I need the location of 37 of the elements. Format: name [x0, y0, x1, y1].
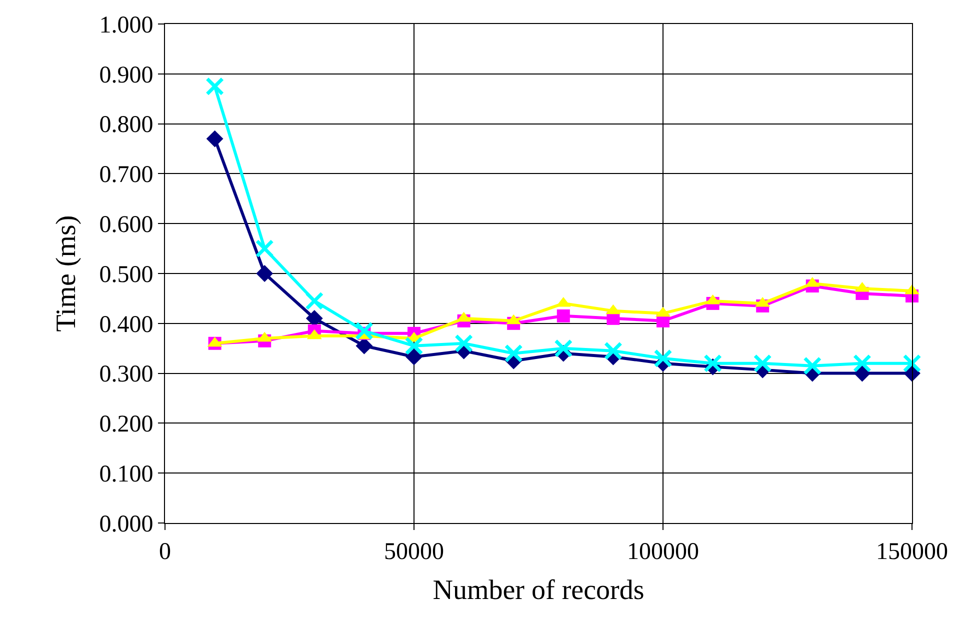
- x-axis-title: Number of records: [432, 574, 644, 606]
- x-tick-label: 50000: [384, 538, 444, 565]
- point: [803, 356, 822, 376]
- y-axis-title: Time (ms): [50, 215, 82, 332]
- point: [902, 354, 922, 373]
- point: [404, 336, 424, 356]
- point: [854, 364, 871, 382]
- point: [206, 77, 224, 96]
- point: [753, 354, 772, 373]
- point: [604, 342, 622, 360]
- point: [206, 130, 224, 148]
- x-tick-label: 0: [159, 538, 171, 565]
- x-tick-label: 100000: [627, 538, 699, 565]
- point: [704, 354, 722, 373]
- y-tick-label: 0.600: [99, 212, 154, 238]
- y-tick-label: 0.500: [99, 262, 154, 288]
- y-tick-label: 0.000: [99, 511, 154, 538]
- y-tick-label: 0.400: [99, 312, 154, 338]
- point: [852, 354, 872, 373]
- y-tick-label: 0.300: [99, 362, 154, 388]
- y-tick-label: 1.000: [99, 12, 154, 38]
- y-tick-label: 0.200: [99, 412, 154, 438]
- point: [406, 348, 422, 366]
- point: [654, 349, 672, 368]
- point: [255, 239, 274, 258]
- y-tick-label: 0.800: [99, 112, 154, 138]
- point: [454, 334, 474, 353]
- point: [354, 322, 374, 340]
- point: [556, 309, 570, 322]
- y-tick-label: 0.700: [99, 162, 154, 188]
- point: [256, 265, 274, 282]
- y-tick-label: 0.900: [99, 62, 154, 88]
- point: [504, 344, 523, 363]
- point: [305, 292, 324, 310]
- point: [554, 339, 573, 358]
- y-tick-label: 0.100: [99, 462, 154, 488]
- x-tick-label: 150000: [876, 538, 948, 565]
